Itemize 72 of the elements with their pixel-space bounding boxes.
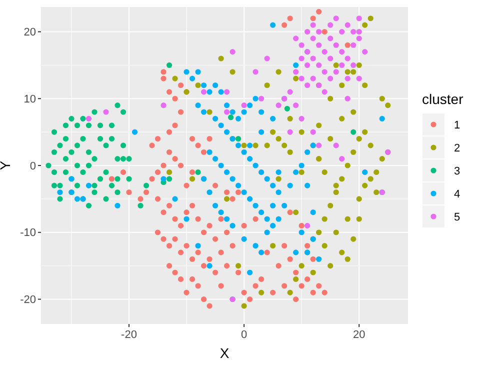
point [126,176,132,182]
point [236,136,242,142]
point [138,202,144,208]
point [166,176,172,182]
point [86,162,92,168]
point [97,122,104,128]
point [92,109,98,115]
point [74,182,80,188]
point [108,136,115,142]
y-tick-label: 20 [24,26,36,39]
point [62,156,69,162]
y-tick-label: -10 [20,227,36,240]
point [350,129,356,135]
y-tick-label: 10 [24,93,36,106]
legend-label: 3 [454,165,460,178]
point [228,114,234,120]
point [92,189,98,196]
point [166,62,172,68]
point [62,122,69,128]
point [57,142,63,148]
legend-label: 2 [454,142,460,154]
point [46,162,52,168]
legend-title: cluster [422,91,464,107]
point [57,182,63,188]
y-tick-label: 0 [30,160,36,172]
point [92,156,98,162]
point [126,156,132,162]
point [114,156,120,162]
point [108,122,115,128]
y-tick-label: -20 [20,294,36,306]
point [103,142,109,148]
point [120,156,126,162]
point [74,162,80,168]
point [284,106,290,112]
legend-label: 4 [454,188,460,200]
point [57,196,63,202]
point [80,116,86,122]
legend-label: 1 [454,119,460,132]
point [92,182,98,188]
point [68,116,74,122]
point [80,136,86,142]
point [97,176,104,182]
y-axis-title: Y [0,160,13,170]
x-axis-title: X [220,345,230,361]
point [103,169,109,175]
point [80,169,86,175]
point [74,122,80,128]
x-tick-label: -20 [121,329,137,341]
point [51,149,58,155]
point [51,182,58,188]
point [86,149,92,155]
point [143,182,150,188]
x-tick-label: 20 [352,329,366,341]
point [97,136,104,142]
point [51,169,58,175]
point [120,142,126,148]
point [51,129,58,135]
point [120,109,126,115]
point [74,142,80,148]
point [114,176,120,182]
legend-label: 5 [454,211,460,224]
point [108,182,115,188]
point [114,189,120,196]
point [62,136,69,142]
point [195,169,201,175]
point [114,102,120,108]
point [86,122,92,128]
point [103,196,109,202]
point [62,169,69,175]
point [86,202,92,208]
point [68,149,74,155]
x-tick-label: 0 [240,329,248,341]
